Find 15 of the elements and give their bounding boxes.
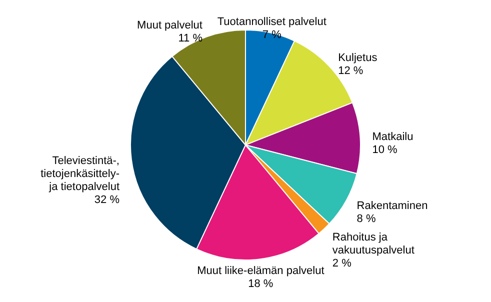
slice-label: Rahoitus ja vakuutuspalvelut (332, 232, 414, 257)
slice-label: Muut palvelut (137, 20, 202, 32)
data-label: 2 % (332, 258, 352, 270)
slice-label: Tuotannolliset palvelut (217, 16, 326, 28)
data-label: 12 % (338, 65, 364, 78)
data-label: 32 % (94, 194, 120, 206)
slice-label: Rakentaminen (356, 200, 428, 212)
data-label: 11 % (178, 32, 203, 45)
data-label: 8 % (356, 213, 376, 226)
slice-label: Muut liike-elämän palvelut (197, 265, 324, 278)
data-label: 18 % (248, 278, 274, 290)
slice-label: Kuljetus (338, 52, 378, 64)
data-label: 10 % (372, 144, 398, 156)
slice-label: Televiestintä-, tietojenkäsittely- ja tietopalvelut (40, 154, 120, 193)
slice-label: Matkailu (372, 131, 414, 144)
